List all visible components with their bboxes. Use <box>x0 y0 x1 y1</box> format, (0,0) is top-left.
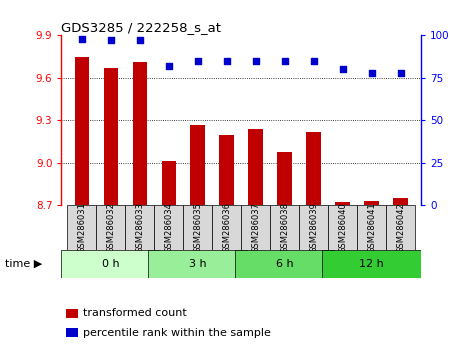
Bar <box>132 62 147 205</box>
Text: GSM286042: GSM286042 <box>396 202 405 253</box>
Point <box>397 70 404 76</box>
Text: GSM286039: GSM286039 <box>309 202 318 253</box>
Point <box>339 67 347 72</box>
Bar <box>364 201 379 205</box>
Text: 3 h: 3 h <box>189 259 207 269</box>
Text: GSM286032: GSM286032 <box>106 202 115 253</box>
FancyBboxPatch shape <box>241 205 270 250</box>
Text: time ▶: time ▶ <box>5 259 42 269</box>
Text: GSM286033: GSM286033 <box>135 202 144 253</box>
FancyBboxPatch shape <box>357 205 386 250</box>
Bar <box>335 202 350 205</box>
Text: percentile rank within the sample: percentile rank within the sample <box>83 328 271 338</box>
FancyBboxPatch shape <box>96 205 125 250</box>
FancyBboxPatch shape <box>125 205 154 250</box>
Text: GSM286037: GSM286037 <box>251 202 260 253</box>
FancyBboxPatch shape <box>67 205 96 250</box>
Point <box>136 38 143 43</box>
Text: GSM286040: GSM286040 <box>338 202 347 253</box>
FancyBboxPatch shape <box>212 205 241 250</box>
Point <box>252 58 260 64</box>
Text: transformed count: transformed count <box>83 308 186 318</box>
Bar <box>219 135 234 205</box>
Text: GSM286035: GSM286035 <box>193 202 202 253</box>
Point <box>310 58 317 64</box>
Point <box>368 70 376 76</box>
FancyBboxPatch shape <box>386 205 415 250</box>
Bar <box>278 152 292 205</box>
Text: GSM286031: GSM286031 <box>77 202 86 253</box>
FancyBboxPatch shape <box>270 205 299 250</box>
Text: GSM286036: GSM286036 <box>222 202 231 253</box>
FancyBboxPatch shape <box>299 205 328 250</box>
Bar <box>75 57 89 205</box>
Point <box>78 36 86 42</box>
Point <box>281 58 289 64</box>
Bar <box>191 125 205 205</box>
Point <box>223 58 230 64</box>
Text: GSM286034: GSM286034 <box>164 202 173 253</box>
Point <box>165 63 173 69</box>
Bar <box>394 198 408 205</box>
Text: GSM286038: GSM286038 <box>280 202 289 253</box>
Text: GDS3285 / 222258_s_at: GDS3285 / 222258_s_at <box>61 21 221 34</box>
Point <box>107 38 114 43</box>
Text: 6 h: 6 h <box>276 259 294 269</box>
FancyBboxPatch shape <box>323 250 421 278</box>
Bar <box>161 161 176 205</box>
Point <box>194 58 201 64</box>
FancyBboxPatch shape <box>61 250 160 278</box>
Bar <box>248 129 263 205</box>
Bar <box>307 132 321 205</box>
FancyBboxPatch shape <box>154 205 183 250</box>
Text: GSM286041: GSM286041 <box>367 202 376 253</box>
FancyBboxPatch shape <box>149 250 247 278</box>
FancyBboxPatch shape <box>328 205 357 250</box>
FancyBboxPatch shape <box>236 250 334 278</box>
FancyBboxPatch shape <box>183 205 212 250</box>
Text: 12 h: 12 h <box>359 259 384 269</box>
Bar <box>104 68 118 205</box>
Text: 0 h: 0 h <box>102 259 120 269</box>
